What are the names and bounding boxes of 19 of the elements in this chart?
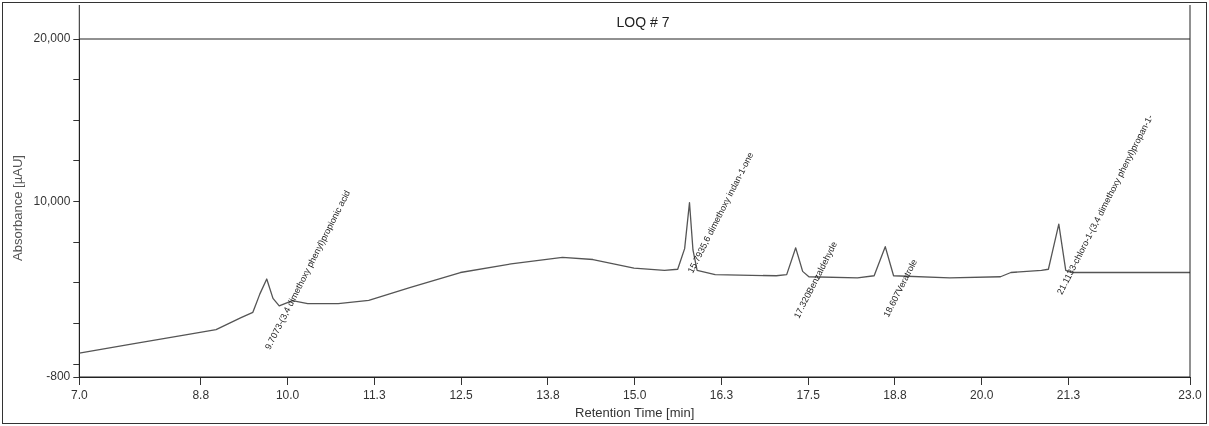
y-tick-label: 10,000 <box>33 193 71 208</box>
x-tick-label: 18.8 <box>883 387 907 402</box>
chart-title: LOQ # 7 <box>615 13 671 32</box>
y-tick-label: -800 <box>46 369 71 384</box>
x-tick-label: 20.0 <box>970 387 994 402</box>
x-tick-label: 21.3 <box>1056 387 1081 402</box>
x-tick-label: 11.3 <box>363 387 386 402</box>
x-tick-label: 23.0 <box>1178 387 1202 402</box>
x-tick-label: 13.8 <box>536 387 560 402</box>
x-tick-label: 15.0 <box>622 387 647 402</box>
x-tick-label: 8.8 <box>192 387 210 402</box>
x-tick-label: 16.3 <box>709 387 734 402</box>
x-axis-title: Retention Time [min] <box>575 404 695 420</box>
x-tick-label: 7.0 <box>70 387 88 402</box>
y-tick-label: 20,000 <box>33 31 71 46</box>
y-axis-title: Absorbance [µAU] <box>10 155 26 261</box>
x-tick-label: 10.0 <box>275 387 300 402</box>
x-tick-label: 12.5 <box>449 387 474 402</box>
x-tick-label: 17.5 <box>796 387 821 402</box>
